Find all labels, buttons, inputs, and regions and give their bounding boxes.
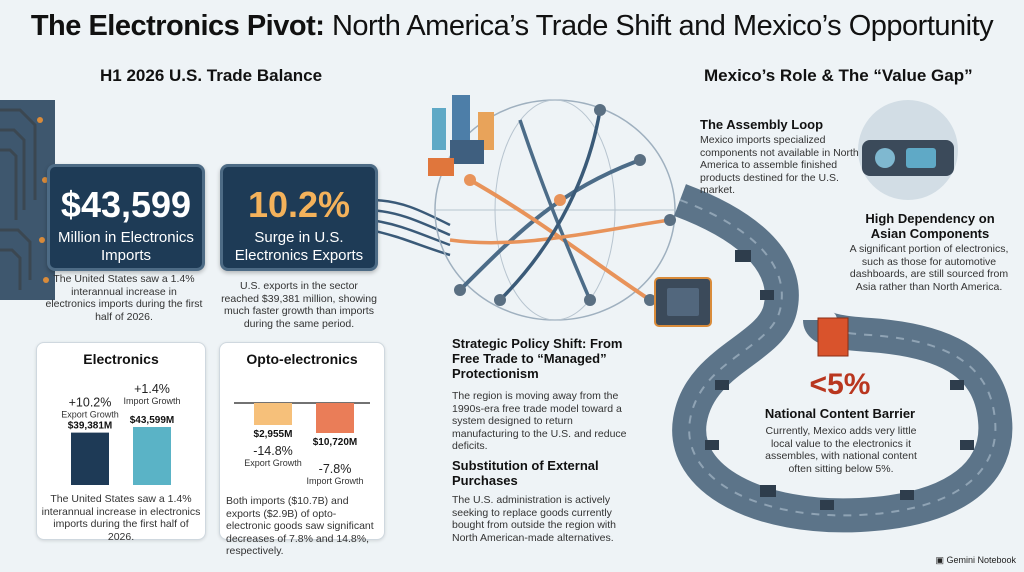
growth-label: Export Growth bbox=[61, 410, 119, 420]
growth-value: -14.8% bbox=[253, 444, 293, 458]
exports-note: U.S. exports in the sector reached $39,3… bbox=[221, 280, 377, 330]
barrier-icon bbox=[817, 317, 849, 357]
credit-label: ▣ Gemini Notebook bbox=[935, 555, 1016, 565]
globe-network-icon bbox=[434, 99, 676, 321]
dependency-heading: High Dependency on Asian Components bbox=[865, 211, 995, 241]
growth-label: Import Growth bbox=[123, 396, 180, 406]
imports-stat-box: $43,599 Million in Electronics Imports bbox=[47, 164, 205, 271]
policy-shift-text: The region is moving away from the 1990s… bbox=[452, 390, 627, 452]
bar-value-label: $2,955M bbox=[254, 429, 293, 440]
growth-value: -7.8% bbox=[319, 462, 352, 476]
opto-chart-card: Opto-electronics $2,955M -14.8% Export Gro… bbox=[219, 342, 385, 557]
chart-bar bbox=[254, 403, 292, 425]
growth-label: Import Growth bbox=[306, 476, 363, 486]
assembly-text: Mexico imports specialized components no… bbox=[700, 134, 859, 196]
dependency-text: A significant portion of electronics, su… bbox=[849, 243, 1009, 293]
growth-label: Export Growth bbox=[244, 458, 302, 468]
assembly-heading: The Assembly Loop bbox=[700, 117, 824, 132]
microchip-icon bbox=[654, 277, 712, 327]
mexico-heading: Mexico’s Role & The “Value Gap” bbox=[704, 66, 973, 85]
electronics-chart: $39,381M +10.2%Export Growth $43,599M +1.4%… bbox=[61, 382, 181, 485]
imports-value: $43,599 bbox=[60, 184, 192, 225]
chart-bar bbox=[71, 432, 109, 485]
barrier-text: Currently, Mexico adds very little local… bbox=[765, 425, 917, 475]
imports-note: The United States saw a 1.4% interannual… bbox=[45, 273, 203, 323]
chart-title: Opto-electronics bbox=[246, 351, 358, 367]
city-buildings-icon bbox=[428, 95, 494, 176]
exports-value: 10.2% bbox=[247, 184, 351, 225]
barrier-heading: National Content Barrier bbox=[764, 406, 916, 421]
opto-note: Both imports ($10.7B) and exports ($2.9B… bbox=[226, 495, 374, 557]
chart-title: Electronics bbox=[83, 351, 159, 367]
opto-chart: $2,955M -14.8%Export Growth $10,720M -7.8%I… bbox=[234, 402, 370, 486]
component-chips-icon bbox=[705, 250, 974, 510]
growth-value: +1.4% bbox=[134, 382, 170, 396]
electronics-chart-card: Electronics $39,381M +10.2% Export Growth $… bbox=[36, 342, 206, 543]
substitution-heading: Substitution of External Purchases bbox=[452, 458, 599, 488]
policy-shift-heading: Strategic Policy Shift: From Free Trade … bbox=[452, 336, 623, 381]
bar-value-label: $39,381M bbox=[68, 421, 112, 432]
assembly-road-icon bbox=[672, 184, 1013, 533]
trade-balance-heading: H1 2026 U.S. Trade Balance bbox=[100, 66, 323, 85]
exports-label: Surge in U.S. Electronics Exports bbox=[234, 229, 364, 264]
chart-bar bbox=[316, 403, 354, 433]
substitution-text: The U.S. administration is actively seek… bbox=[452, 494, 617, 544]
page-title: The Electronics Pivot: North America’s T… bbox=[30, 10, 994, 42]
barrier-value: <5% bbox=[809, 368, 871, 401]
exports-stat-box: 10.2% Surge in U.S. Electronics Exports bbox=[220, 164, 378, 271]
chart-bar bbox=[133, 427, 171, 485]
bar-value-label: $43,599M bbox=[130, 415, 174, 426]
bar-value-label: $10,720M bbox=[313, 437, 357, 448]
car-dashboard-icon bbox=[858, 100, 958, 200]
imports-label: Million in Electronics Imports bbox=[58, 229, 194, 264]
growth-value: +10.2% bbox=[69, 396, 112, 410]
electronics-note: The United States saw a 1.4% interannual… bbox=[41, 493, 201, 543]
notebook-icon: ▣ bbox=[935, 555, 947, 565]
